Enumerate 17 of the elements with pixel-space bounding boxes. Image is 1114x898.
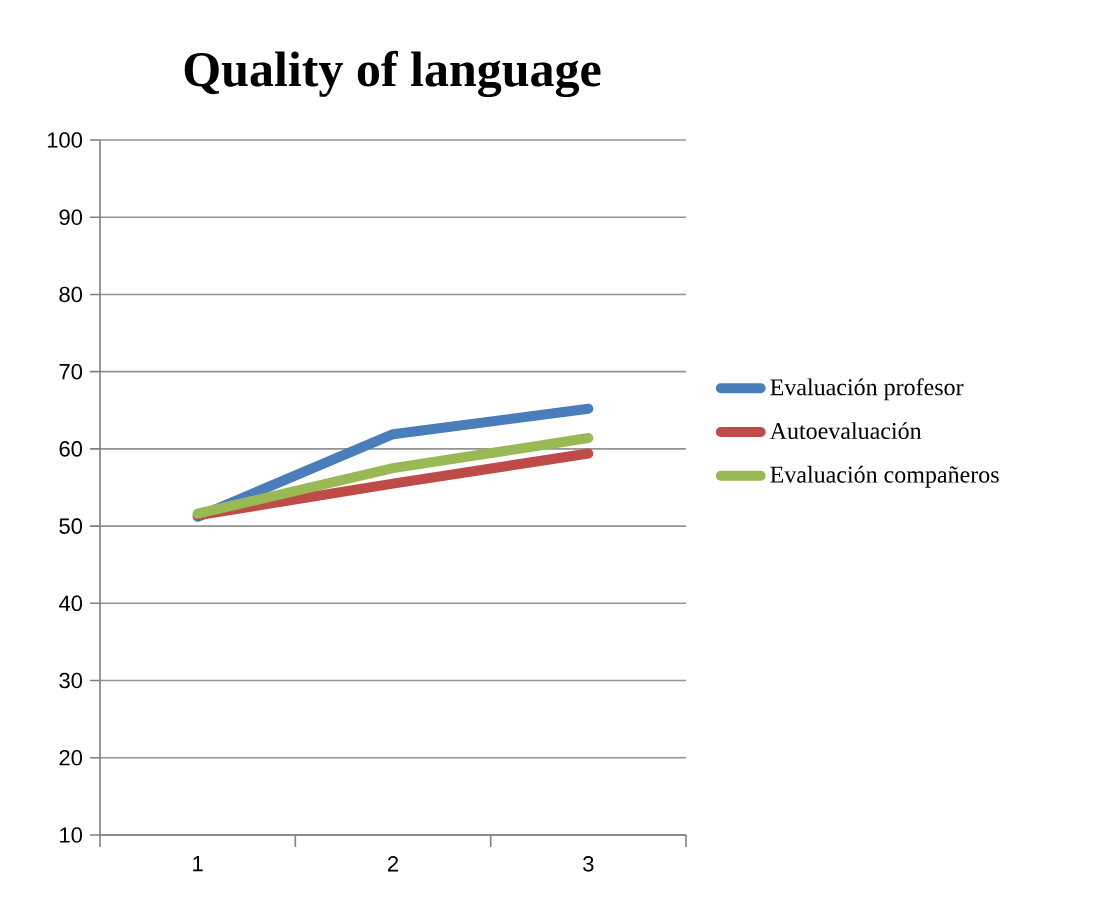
legend-label: Evaluación profesor [770,378,964,401]
x-tick-label: 3 [583,856,594,872]
chart-title: Quality of language [184,50,601,98]
x-tick-label: 2 [387,856,399,872]
legend-label: Evaluación compañeros [770,465,999,488]
y-tick-label: 20 [59,750,83,766]
x-tick-label: 1 [193,856,203,872]
y-tick-label: 100 [47,132,83,148]
y-tick-label: 50 [59,518,83,534]
y-tick-label: 60 [59,441,83,457]
y-tick-label: 10 [60,827,83,843]
y-tick-label: 30 [59,672,83,689]
legend-label: Autoevaluación [769,422,922,440]
y-tick-label: 40 [58,595,83,612]
y-tick-label: 80 [59,286,83,303]
y-tick-label: 90 [59,209,83,225]
y-tick-label: 70 [59,363,83,380]
